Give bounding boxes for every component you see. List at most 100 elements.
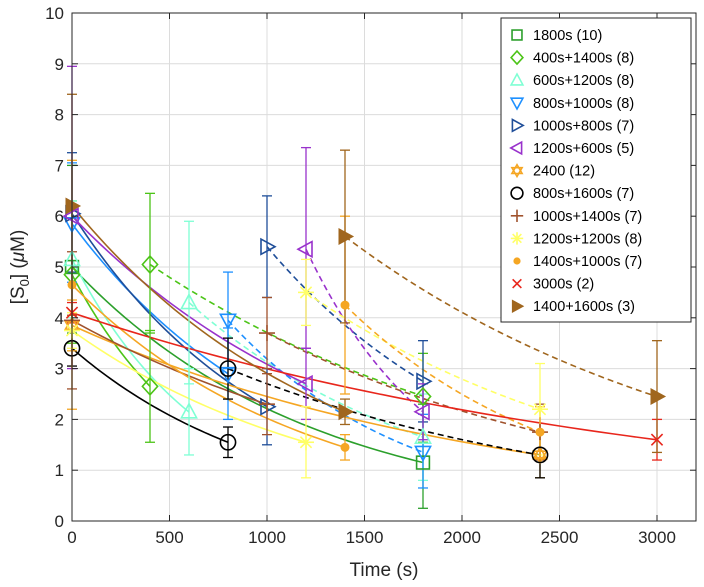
- x-tick-label: 500: [155, 528, 183, 547]
- data-point-shape: [180, 292, 198, 310]
- legend-entry: 3000s (2): [512, 277, 594, 293]
- data-point-shape: [296, 374, 313, 393]
- legend-entry: 1200s+600s (5): [509, 140, 634, 157]
- data-point: [531, 446, 549, 464]
- data-point: [650, 433, 664, 446]
- data-point-shape: [260, 237, 277, 256]
- fit-curve-dashed: [344, 304, 541, 433]
- data-point: [532, 401, 548, 418]
- legend-entry: 1200s+1200s (8): [510, 231, 642, 247]
- fit-curve-solid: [71, 284, 346, 449]
- legend-marker: [511, 29, 523, 41]
- y-tick-label: 9: [55, 55, 64, 74]
- x-tick-label: 2000: [443, 528, 481, 547]
- legend-marker: [510, 232, 524, 245]
- data-point: [338, 403, 355, 421]
- legend-marker: [510, 49, 524, 66]
- legend-marker: [512, 278, 522, 289]
- data-point: [219, 313, 237, 330]
- data-point: [338, 228, 355, 245]
- y-label-unit: M): [8, 230, 29, 252]
- legend-marker-shape: [510, 49, 524, 66]
- legend-label: 1200s+1200s (8): [533, 231, 642, 247]
- legend-marker-tri1: [510, 163, 524, 175]
- fit-curve-solid: [71, 319, 268, 405]
- data-point-shape: [338, 403, 355, 421]
- y-tick-label: 10: [45, 4, 64, 23]
- legend-marker: [511, 299, 525, 313]
- legend-marker-shape: [509, 140, 523, 156]
- data-point-shape: [535, 427, 545, 437]
- fit-curve-dashed: [227, 319, 424, 453]
- fit-curve-dashed: [305, 248, 424, 413]
- data-point-shape: [340, 300, 350, 310]
- legend-entry: 1800s (10): [511, 28, 602, 44]
- data-point: [535, 427, 545, 437]
- data-point: [414, 445, 432, 463]
- data-point-d2: [650, 433, 664, 446]
- x-tick-label: 0: [67, 528, 76, 547]
- legend-label: 400s+1400s (8): [533, 51, 634, 67]
- y-label-base: [S: [8, 286, 29, 304]
- legend-marker: [510, 186, 524, 200]
- y-tick-label: 4: [55, 309, 64, 328]
- data-point: [259, 325, 275, 342]
- legend-label: 600s+1200s (8): [533, 73, 634, 89]
- y-tick-label: 2: [55, 410, 64, 429]
- data-point-shape: [260, 397, 277, 416]
- data-point-shape: [413, 402, 430, 421]
- data-point: [65, 197, 82, 215]
- legend-marker-shape: [513, 257, 521, 265]
- y-tick-label: 5: [55, 258, 64, 277]
- legend: 1800s (10) 400s+1400s (8) 600s+1200s (8) 80…: [500, 17, 692, 323]
- data-point-shape: [340, 442, 350, 452]
- data-point-shape: [219, 313, 237, 330]
- legend-marker: [510, 209, 524, 222]
- legend-label: 2400 (12): [533, 164, 595, 180]
- legend-entry: 1000s+1400s (7): [510, 209, 642, 225]
- legend-label: 1400s+1000s (7): [533, 254, 642, 270]
- data-point-shape: [219, 360, 237, 377]
- x-axis-label: Time (s): [350, 560, 419, 581]
- legend-label: 800s+1600s (7): [533, 186, 634, 202]
- fit-curve-solid: [71, 205, 346, 413]
- x-tick-label: 1000: [248, 528, 286, 547]
- data-point-shape: [65, 197, 82, 215]
- data-point: [414, 427, 432, 445]
- data-point-shape: [296, 240, 313, 259]
- fit-curve-dashed: [227, 367, 541, 456]
- data-point: [296, 374, 313, 393]
- y-tick-label: 6: [55, 207, 64, 226]
- y-label-subscript: 0: [17, 279, 32, 286]
- data-point: [413, 402, 430, 421]
- legend-marker-shape: [509, 97, 525, 111]
- data-point: [180, 292, 198, 310]
- legend-label: 3000s (2): [533, 277, 594, 293]
- legend-entry: 1400+1600s (3): [511, 299, 635, 315]
- data-point: [219, 360, 237, 377]
- data-point: [219, 433, 237, 451]
- legend-marker: [513, 257, 521, 265]
- x-tick-label: 1500: [346, 528, 384, 547]
- data-point-shape: [141, 254, 159, 275]
- legend-marker: [510, 163, 524, 179]
- legend-marker-shape: [509, 72, 525, 86]
- legend-marker-d2: [512, 233, 522, 244]
- data-point: [532, 445, 548, 465]
- data-point: [259, 396, 275, 413]
- legend-entry: 2400 (12): [510, 163, 595, 180]
- legend-entry: 400s+1400s (8): [510, 49, 634, 67]
- fit-curve-solid: [71, 266, 424, 464]
- fit-curve-solid: [71, 311, 658, 441]
- data-point-shape: [414, 445, 432, 463]
- data-point-shape: [141, 376, 159, 396]
- data-point-shape: [531, 446, 549, 464]
- legend-label: 1000s+800s (7): [533, 118, 634, 134]
- legend-label: 1200s+600s (5): [533, 141, 634, 157]
- y-tick-label: 7: [55, 156, 64, 175]
- x-tick-label: 3000: [638, 528, 676, 547]
- data-point: [180, 402, 198, 419]
- legend-entry: 1400s+1000s (7): [513, 254, 642, 270]
- legend-entry: 600s+1200s (8): [509, 72, 634, 89]
- data-point: [260, 237, 277, 256]
